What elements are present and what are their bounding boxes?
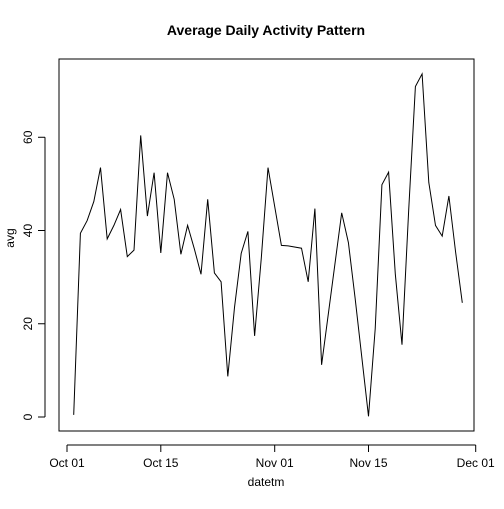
data-point <box>207 199 208 200</box>
data-point <box>442 236 443 237</box>
data-point <box>100 167 101 168</box>
y-tick-label: 0 <box>21 413 35 420</box>
data-point <box>455 251 456 252</box>
data-point <box>281 245 282 246</box>
y-tick-label: 60 <box>21 130 35 144</box>
x-tick-label: Dec 01 <box>457 456 495 470</box>
data-point <box>341 212 342 213</box>
x-tick-label: Oct 01 <box>49 456 85 470</box>
data-point <box>261 257 262 258</box>
x-tick-label: Nov 01 <box>256 456 294 470</box>
y-axis-label: avg <box>3 228 17 247</box>
data-point <box>448 195 449 196</box>
data-point <box>267 167 268 168</box>
data-point <box>381 184 382 185</box>
data-point <box>247 231 248 232</box>
data-point <box>308 281 309 282</box>
data-point <box>462 302 463 303</box>
data-point <box>241 253 242 254</box>
data-point <box>127 256 128 257</box>
data-point <box>435 225 436 226</box>
data-point <box>408 209 409 210</box>
data-point <box>401 344 402 345</box>
data-point <box>254 335 255 336</box>
data-point <box>174 199 175 200</box>
y-tick-label: 40 <box>21 224 35 238</box>
data-point <box>301 248 302 249</box>
data-point <box>415 86 416 87</box>
plot-frame <box>58 58 475 432</box>
data-point <box>375 328 376 329</box>
data-point <box>227 376 228 377</box>
data-point <box>133 250 134 251</box>
data-point <box>234 307 235 308</box>
data-point <box>221 281 222 282</box>
data-point <box>422 73 423 74</box>
y-tick-label: 20 <box>21 317 35 331</box>
data-point <box>368 416 369 417</box>
data-point <box>428 182 429 183</box>
data-point <box>355 298 356 299</box>
x-axis-label: datetm <box>248 475 285 489</box>
data-point <box>214 272 215 273</box>
data-point <box>321 364 322 365</box>
data-point <box>140 135 141 136</box>
data-point <box>73 414 74 415</box>
data-point <box>187 225 188 226</box>
x-axis: Oct 01 Oct 15 Nov 01 Nov 15 Dec 01 <box>49 444 495 470</box>
data-point <box>160 252 161 253</box>
data-point <box>167 172 168 173</box>
data-point <box>288 245 289 246</box>
data-point <box>93 201 94 202</box>
y-axis: 0 20 40 60 <box>21 130 46 420</box>
data-point <box>154 172 155 173</box>
data-point <box>200 274 201 275</box>
data-point <box>314 208 315 209</box>
series-group <box>73 72 463 417</box>
data-point <box>120 209 121 210</box>
data-point <box>107 238 108 239</box>
data-point <box>194 248 195 249</box>
chart-title: Average Daily Activity Pattern <box>167 22 365 38</box>
data-point <box>87 220 88 221</box>
data-point <box>147 216 148 217</box>
data-point <box>348 242 349 243</box>
series-line <box>73 72 463 417</box>
data-point <box>388 172 389 173</box>
data-point <box>395 273 396 274</box>
x-tick-label: Nov 15 <box>349 456 387 470</box>
data-point <box>113 225 114 226</box>
data-point <box>180 254 181 255</box>
data-point <box>80 233 81 234</box>
x-tick-label: Oct 15 <box>143 456 179 470</box>
